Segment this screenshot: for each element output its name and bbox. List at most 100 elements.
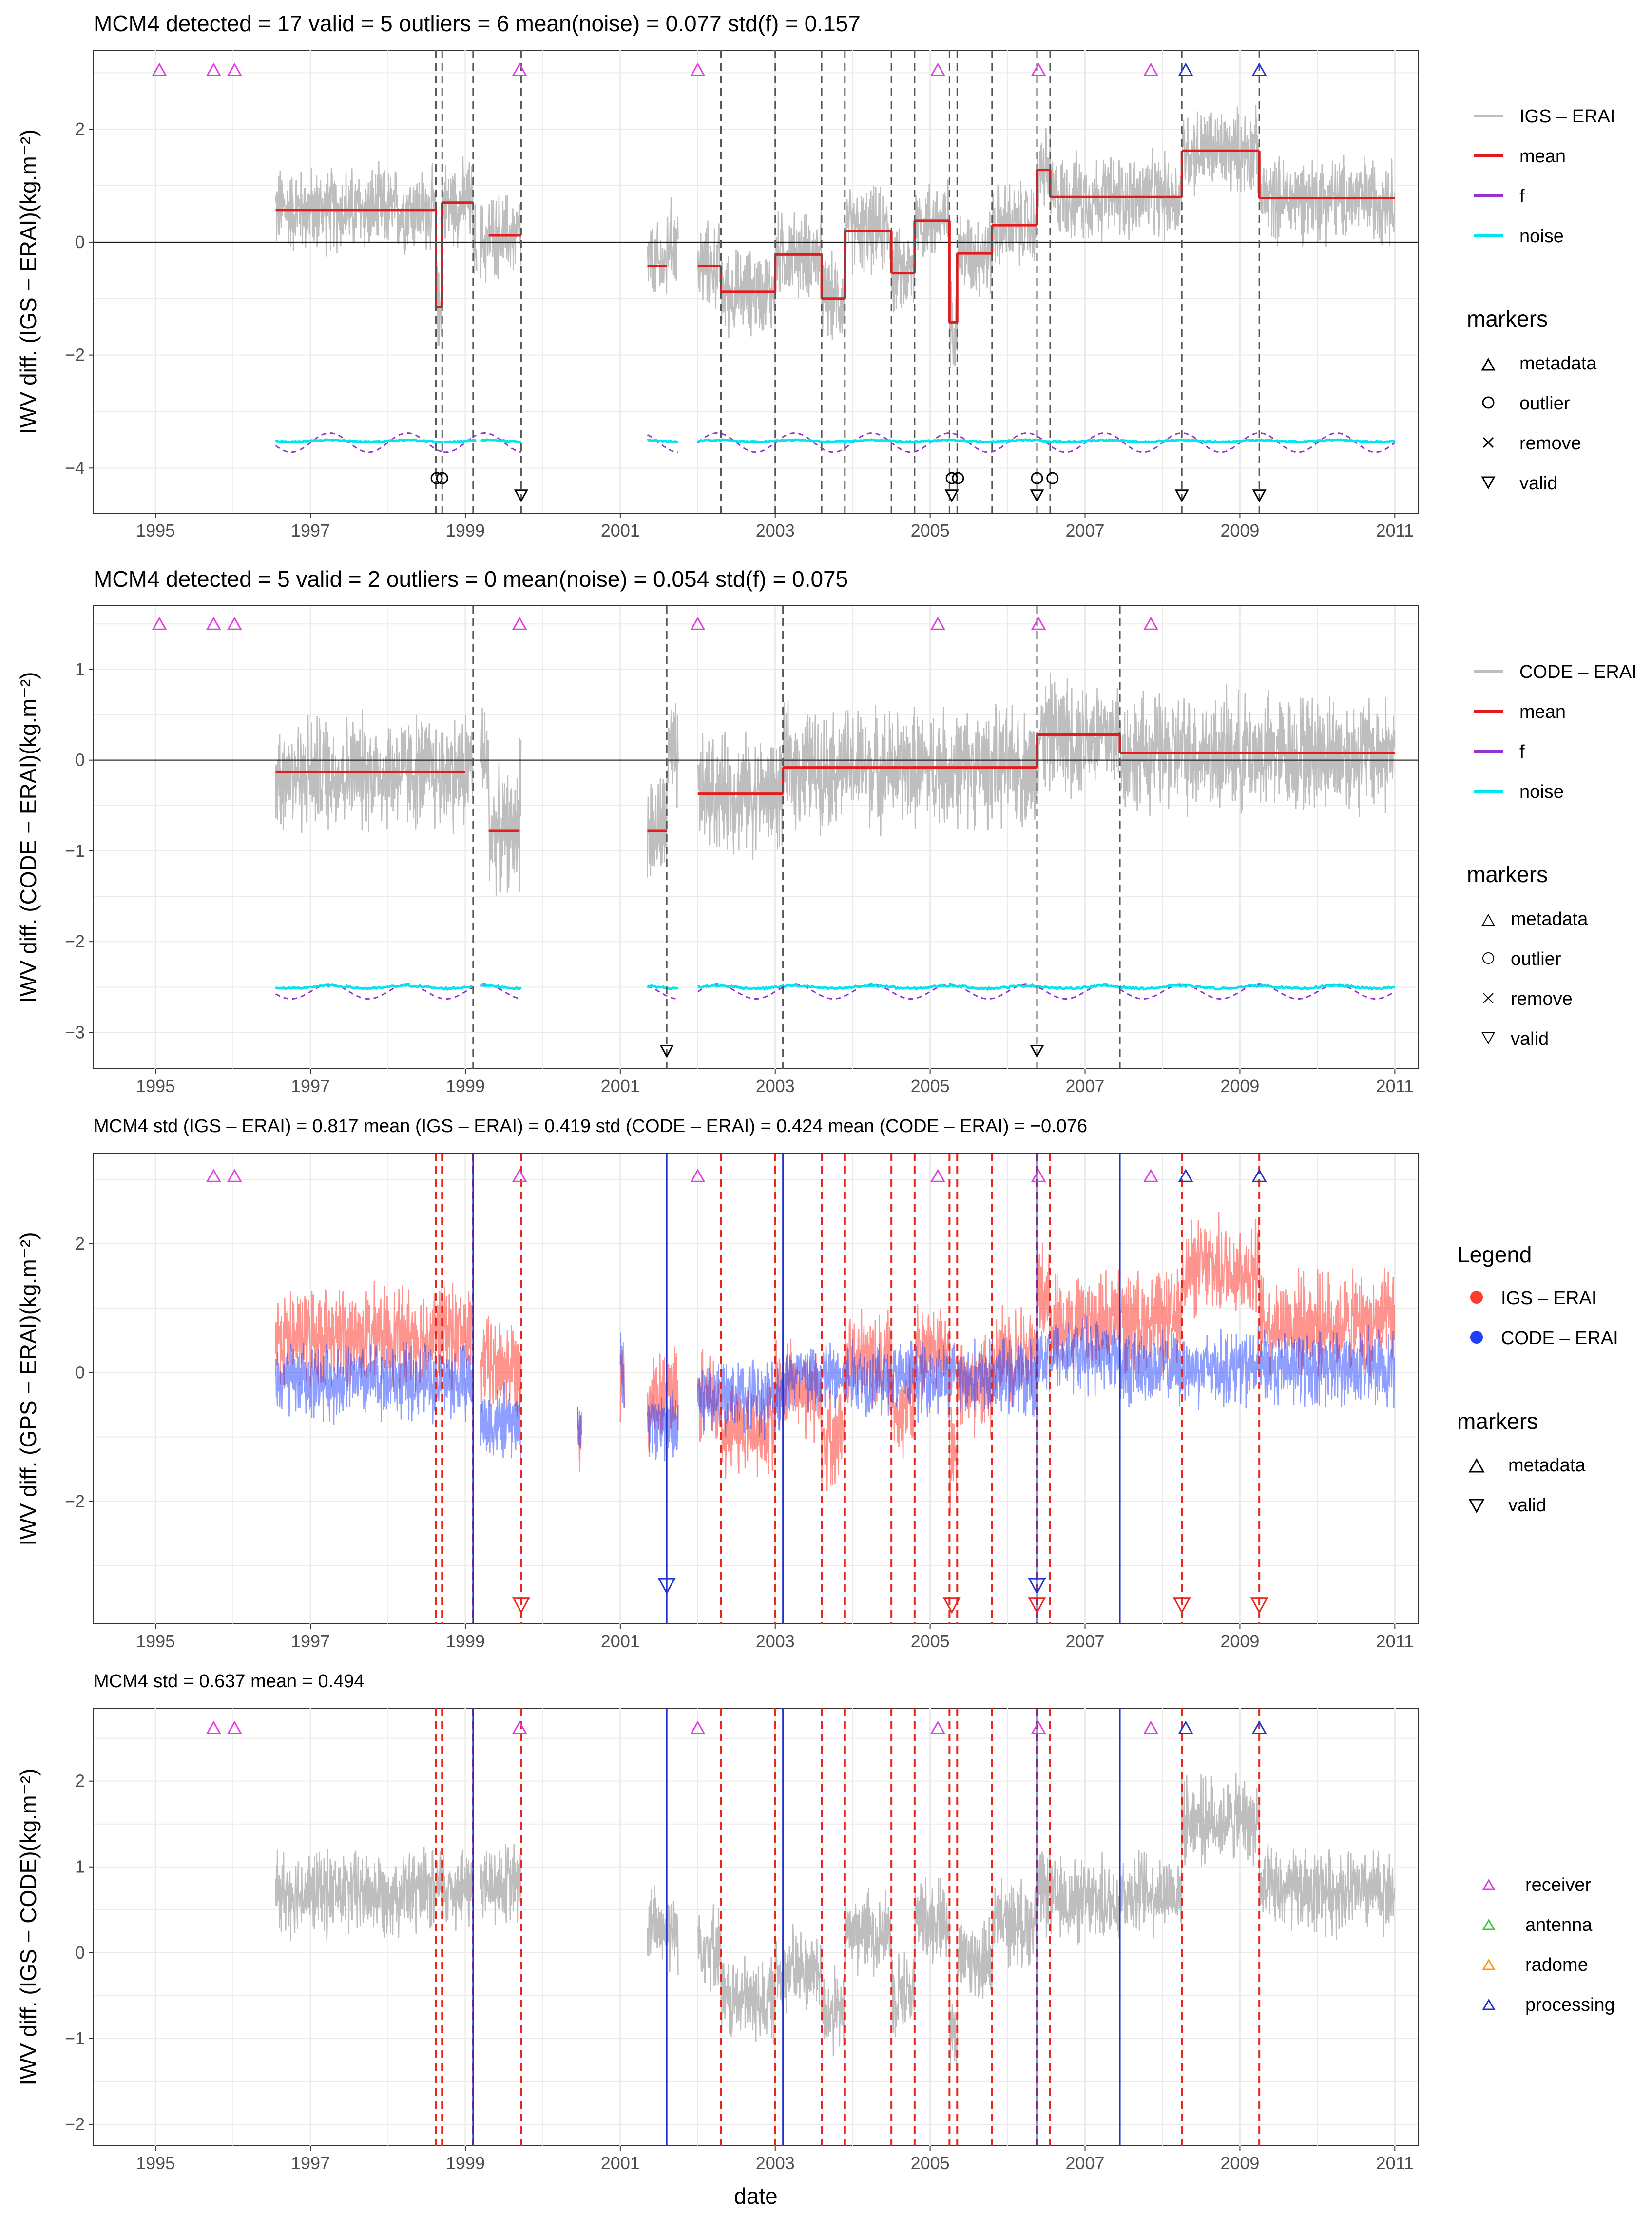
valid-marker	[944, 489, 959, 503]
legend-label-noise: noise	[1519, 226, 1564, 247]
series-line	[275, 104, 1395, 368]
x-tick-label: 2011	[1376, 520, 1414, 540]
legend-outlier-icon	[1482, 952, 1494, 964]
valid-marker	[1030, 1045, 1044, 1058]
panel-title: MCM4 std = 0.637 mean = 0.494	[94, 1671, 365, 1692]
valid-marker-code	[1028, 1578, 1046, 1595]
legend-label-outlier: outlier	[1519, 393, 1570, 414]
legend-valid-icon	[1468, 1499, 1485, 1514]
metadata-marker	[690, 1720, 706, 1734]
x-tick-label: 1995	[136, 520, 175, 540]
x-tick-label: 2001	[601, 2153, 640, 2173]
panel-gps-erai: MCM4 std (IGS – ERAI) = 0.817 mean (IGS …	[16, 1116, 1618, 1651]
x-tick-label: 1995	[136, 1076, 175, 1096]
x-tick-label: 2009	[1220, 1076, 1259, 1096]
legend-valid-icon	[1481, 1032, 1495, 1045]
y-axis-label: IWV diff. (IGS − CODE)(kg.m⁻²)	[16, 1769, 41, 2086]
x-tick-label: 1997	[291, 2153, 330, 2173]
valid-marker-igs	[1172, 1597, 1191, 1614]
legend-label-metadata: metadata	[1508, 1455, 1586, 1476]
panel-igs-code: MCM4 std = 0.637 mean = 0.494 1995 1997 19…	[16, 1671, 1615, 2209]
legend-label-receiver: receiver	[1525, 1875, 1591, 1895]
legend-label-remove: remove	[1511, 989, 1573, 1009]
legend-label-series: CODE – ERAI	[1519, 662, 1637, 682]
y-tick-label: 2	[75, 119, 85, 139]
legend-key-code	[1470, 1331, 1483, 1344]
y-tick-label: 1	[75, 659, 85, 679]
x-tick-label: 2003	[756, 520, 795, 540]
series-line	[275, 673, 1395, 896]
x-tick-label: 1999	[446, 1076, 485, 1096]
y-tick-label: −2	[65, 2114, 85, 2134]
y-tick-label: −2	[65, 1491, 85, 1511]
x-tick-label: 2011	[1376, 1076, 1414, 1096]
y-axis-label: IWV diff. (CODE − ERAI)(kg.m⁻²)	[16, 672, 41, 1003]
f-line	[275, 983, 1396, 1000]
legend: CODE – ERAI mean f noise markers metadat…	[1467, 662, 1637, 1049]
valid-marker-igs	[512, 1597, 530, 1614]
x-tick-label: 2009	[1220, 1631, 1259, 1651]
metadata-marker	[1143, 1169, 1159, 1182]
metadata-marker	[206, 1720, 221, 1734]
legend-label-outlier: outlier	[1511, 949, 1561, 969]
legend-label-metadata: metadata	[1519, 353, 1597, 374]
legend: receiver antenna radome processing	[1482, 1875, 1615, 2015]
metadata-marker	[930, 62, 946, 77]
outlier-marker	[1046, 472, 1059, 484]
y-tick-label: 2	[75, 1771, 85, 1791]
x-tick-label: 2009	[1220, 520, 1259, 540]
metadata-marker	[206, 617, 221, 630]
outlier-marker	[430, 472, 443, 484]
x-tick-label: 1995	[136, 2153, 175, 2173]
metadata-marker	[206, 62, 221, 77]
metadata-marker	[1251, 62, 1267, 77]
y-tick-label: 0	[75, 750, 85, 770]
legend-markers-title: markers	[1467, 306, 1548, 331]
metadata-marker	[930, 1720, 946, 1734]
x-tick-label: 1997	[291, 1631, 330, 1651]
plot-area	[93, 1708, 1419, 2146]
metadata-marker	[227, 1720, 242, 1734]
y-tick-label: −1	[65, 841, 85, 861]
panel-title: MCM4 detected = 5 valid = 2 outliers = 0…	[94, 566, 848, 592]
legend-label-remove: remove	[1519, 433, 1581, 454]
metadata-marker	[930, 1169, 946, 1182]
panel-title: MCM4 std (IGS – ERAI) = 0.817 mean (IGS …	[94, 1116, 1087, 1137]
y-tick-label: 0	[75, 232, 85, 252]
x-tick-label: 1999	[446, 520, 485, 540]
legend-processing-icon	[1482, 1999, 1496, 2010]
y-axis-label: IWV diff. (IGS − ERAI)(kg.m⁻²)	[16, 129, 41, 434]
outlier-marker	[945, 472, 958, 484]
legend-antenna-icon	[1482, 1919, 1496, 1930]
x-tick-label: 1997	[291, 1076, 330, 1096]
x-tick-label: 2003	[756, 2153, 795, 2173]
metadata-marker	[512, 1720, 527, 1734]
metadata-marker	[512, 617, 527, 630]
legend-metadata-icon	[1468, 1458, 1485, 1473]
x-tick-label: 2001	[601, 1076, 640, 1096]
metadata-marker	[1178, 62, 1193, 77]
valid-marker	[514, 489, 528, 503]
y-tick-label: −1	[65, 2028, 85, 2048]
metadata-marker	[1178, 1169, 1193, 1182]
y-axis-label: IWV diff. (GPS − ERAI)(kg.m⁻²)	[16, 1232, 41, 1545]
x-tick-label: 2005	[911, 520, 950, 540]
x-tick-label: 2011	[1376, 1631, 1414, 1651]
legend-metadata-icon	[1481, 357, 1496, 371]
x-tick-label: 2003	[756, 1076, 795, 1096]
x-tick-label: 1999	[446, 2153, 485, 2173]
legend: IGS – ERAI mean f noise markers metadata…	[1467, 106, 1615, 494]
x-tick-label: 1995	[136, 1631, 175, 1651]
x-tick-label: 2007	[1065, 1076, 1104, 1096]
outlier-marker	[436, 472, 448, 484]
legend-title: Legend	[1457, 1242, 1532, 1267]
legend-label-metadata: metadata	[1511, 909, 1588, 929]
legend-label-processing: processing	[1525, 1995, 1615, 2015]
metadata-marker	[1031, 1720, 1046, 1734]
legend-label-series: IGS – ERAI	[1519, 106, 1615, 127]
legend-valid-icon	[1481, 476, 1496, 490]
series-line	[275, 1773, 1395, 2072]
x-tick-label: 2011	[1376, 2153, 1414, 2173]
valid-marker-igs	[1250, 1597, 1268, 1614]
valid-marker	[1174, 489, 1189, 503]
